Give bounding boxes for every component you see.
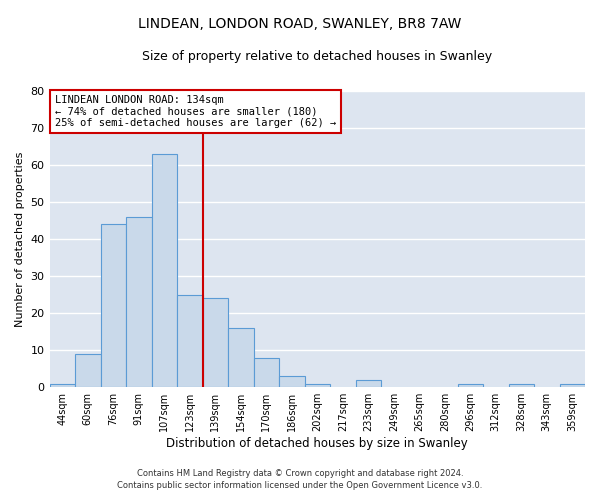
Bar	[356, 380, 381, 387]
Bar	[509, 384, 534, 387]
Bar	[101, 224, 126, 387]
Bar	[254, 358, 279, 387]
Bar	[279, 376, 305, 387]
Bar	[305, 384, 330, 387]
Bar	[152, 154, 177, 387]
Text: LINDEAN LONDON ROAD: 134sqm
← 74% of detached houses are smaller (180)
25% of se: LINDEAN LONDON ROAD: 134sqm ← 74% of det…	[55, 95, 336, 128]
Bar	[560, 384, 585, 387]
Bar	[177, 294, 203, 387]
Bar	[50, 384, 75, 387]
Title: Size of property relative to detached houses in Swanley: Size of property relative to detached ho…	[142, 50, 493, 63]
Text: Contains HM Land Registry data © Crown copyright and database right 2024.
Contai: Contains HM Land Registry data © Crown c…	[118, 468, 482, 490]
Y-axis label: Number of detached properties: Number of detached properties	[15, 151, 25, 326]
Bar	[126, 216, 152, 387]
Text: LINDEAN, LONDON ROAD, SWANLEY, BR8 7AW: LINDEAN, LONDON ROAD, SWANLEY, BR8 7AW	[139, 18, 461, 32]
X-axis label: Distribution of detached houses by size in Swanley: Distribution of detached houses by size …	[166, 437, 468, 450]
Bar	[228, 328, 254, 387]
Bar	[203, 298, 228, 387]
Bar	[75, 354, 101, 387]
Bar	[458, 384, 483, 387]
